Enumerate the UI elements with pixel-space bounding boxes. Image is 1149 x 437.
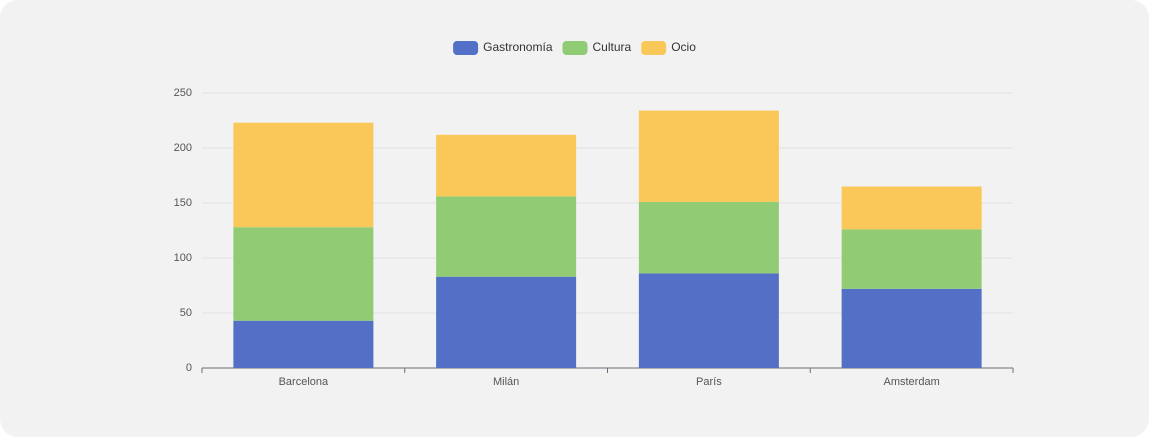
bar-segment <box>436 134 577 197</box>
legend-swatch <box>562 41 588 55</box>
bar-segment <box>436 196 577 277</box>
bar-segment <box>841 186 982 230</box>
x-tick-label: Barcelona <box>279 376 329 388</box>
bar-segment <box>638 110 779 202</box>
bar-segment <box>841 288 982 368</box>
bar-segment <box>233 227 374 321</box>
bar-segment <box>638 201 779 274</box>
x-tick-label: París <box>696 376 722 388</box>
y-tick-label: 0 <box>186 362 192 374</box>
x-tick-label: Amsterdam <box>884 376 940 388</box>
bar-segment <box>436 276 577 368</box>
legend-label: Gastronomía <box>483 40 553 54</box>
y-tick-label: 250 <box>174 87 192 99</box>
legend-swatch <box>641 41 667 55</box>
y-tick-label: 150 <box>174 197 192 209</box>
y-tick-label: 200 <box>174 142 192 154</box>
bar-segment <box>841 229 982 289</box>
y-tick-label: 100 <box>174 252 192 264</box>
legend-swatch <box>453 41 479 55</box>
legend-label: Cultura <box>593 40 632 54</box>
x-tick-label: Milán <box>493 376 519 388</box>
y-tick-label: 50 <box>180 307 192 319</box>
bar-segment <box>233 122 374 228</box>
legend-label: Ocio <box>671 40 696 54</box>
bar-segment <box>233 320 374 368</box>
bar-segment <box>638 273 779 368</box>
